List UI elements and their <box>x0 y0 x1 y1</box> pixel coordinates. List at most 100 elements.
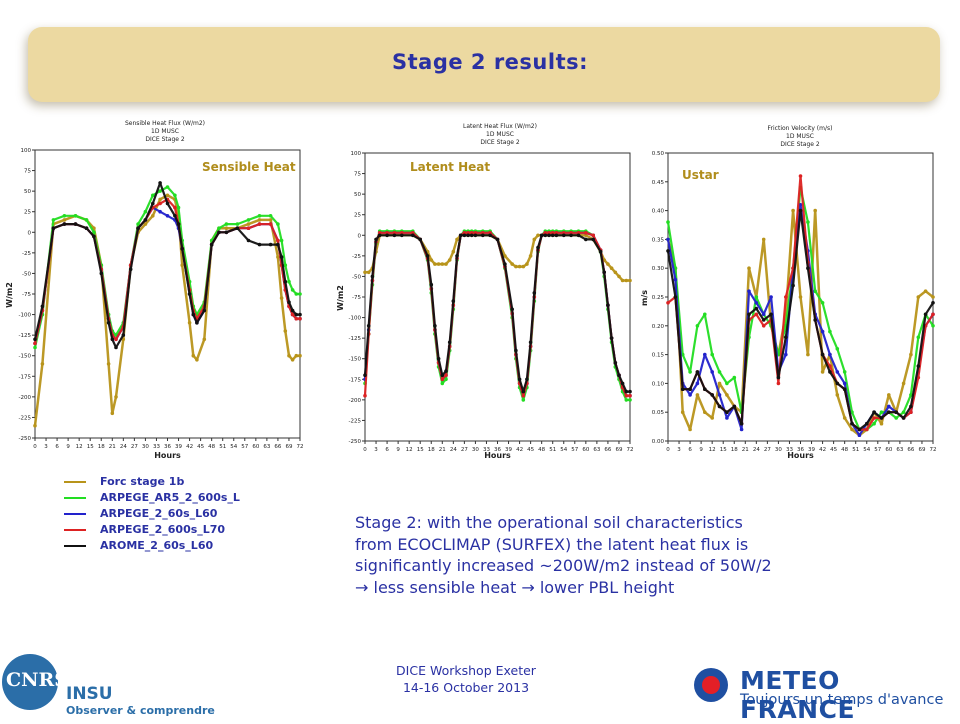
x-tick-label: 42 <box>819 447 826 453</box>
legend-swatch <box>64 545 86 547</box>
chart-subtitle: 1D MUSC <box>486 131 514 138</box>
series-point <box>609 266 614 271</box>
series-point <box>717 393 722 397</box>
x-axis-label: Hours <box>787 451 814 460</box>
series-point <box>173 205 177 210</box>
x-tick-label: 63 <box>896 447 903 453</box>
series-point <box>673 295 678 299</box>
series-point <box>857 433 862 438</box>
series-point <box>887 393 891 397</box>
x-tick-label: 36 <box>164 444 171 450</box>
series-point <box>165 201 170 206</box>
series-point <box>931 295 935 299</box>
x-tick-label: 33 <box>153 444 160 450</box>
series-point <box>923 289 928 294</box>
series-point <box>503 254 507 258</box>
x-tick-label: 30 <box>775 447 782 453</box>
series-point <box>73 222 78 226</box>
y-tick-label: 0.45 <box>652 180 665 186</box>
series-point <box>451 249 456 254</box>
series-point <box>550 231 555 235</box>
series-point <box>688 387 692 392</box>
y-tick-label: -25 <box>352 254 361 260</box>
series-point <box>429 258 434 262</box>
x-tick-label: 60 <box>582 447 589 453</box>
series-point <box>298 312 302 317</box>
title-banner <box>28 27 940 102</box>
series-point <box>440 377 445 382</box>
series-point <box>872 421 876 426</box>
series-point <box>576 231 581 235</box>
series-point <box>433 324 437 328</box>
series-point <box>195 321 199 325</box>
chart-legend: Forc stage 1b ARPEGE_AR5_2_600s_L ARPEGE… <box>64 475 304 555</box>
series-point <box>761 324 766 328</box>
series-point <box>462 231 467 235</box>
x-tick-label: 60 <box>252 444 259 450</box>
series-point <box>842 387 847 392</box>
series-point <box>436 356 441 361</box>
series-point <box>887 410 891 415</box>
series-point <box>591 237 595 242</box>
x-tick-label: 6 <box>385 447 389 453</box>
y-tick-label: 0 <box>28 230 32 236</box>
y-tick-label: 100 <box>21 148 32 154</box>
series-line <box>666 203 934 437</box>
series-point <box>400 233 404 238</box>
series-point <box>710 370 714 374</box>
x-tick-label: 72 <box>627 447 634 453</box>
legend-item: Forc stage 1b <box>64 475 304 491</box>
insu-logo-text: INSU <box>66 684 113 704</box>
series-point <box>276 238 280 243</box>
series-point <box>617 373 621 378</box>
series-point <box>923 312 928 317</box>
series-point <box>680 410 685 415</box>
series-point <box>850 421 854 426</box>
series-point <box>703 352 707 357</box>
series-point <box>165 193 170 198</box>
series-point <box>703 312 707 317</box>
series-point <box>754 301 759 305</box>
series-line <box>666 186 934 431</box>
series-point <box>536 245 540 250</box>
legend-swatch <box>64 529 86 531</box>
x-tick-label: 45 <box>197 444 204 450</box>
series-point <box>717 404 722 409</box>
cnrs-logo-text: CNRS <box>6 669 69 691</box>
series-point <box>703 387 707 392</box>
series-point <box>455 254 459 258</box>
series-point <box>901 416 906 420</box>
series-point <box>835 370 840 374</box>
series-point <box>695 324 700 328</box>
series-point <box>466 233 470 238</box>
series-point <box>798 174 803 178</box>
x-tick-label: 69 <box>918 447 925 453</box>
series-point <box>187 292 192 296</box>
series-point <box>510 307 514 312</box>
series-point <box>584 237 588 242</box>
series-point <box>798 208 803 213</box>
series-point <box>620 278 625 283</box>
x-tick-label: 27 <box>461 447 468 453</box>
series-point <box>466 231 470 235</box>
y-axis-label: W/m2 <box>5 282 14 308</box>
series-point <box>909 404 913 409</box>
x-tick-label: 15 <box>720 447 727 453</box>
series-point <box>290 288 295 292</box>
x-tick-label: 0 <box>33 444 37 450</box>
x-tick-label: 51 <box>549 447 556 453</box>
series-point <box>268 242 273 247</box>
series-point <box>473 231 478 235</box>
series-point <box>246 222 251 226</box>
x-tick-label: 69 <box>615 447 622 453</box>
series-point <box>761 237 766 242</box>
series-point <box>503 262 507 266</box>
cnrs-logo: CNRS <box>0 650 68 720</box>
x-tick-label: 0 <box>666 447 670 453</box>
x-tick-label: 15 <box>417 447 424 453</box>
x-tick-label: 57 <box>571 447 578 453</box>
series-point <box>916 335 921 340</box>
series-point <box>609 336 614 340</box>
series-point <box>268 222 273 226</box>
series-point <box>584 231 588 235</box>
